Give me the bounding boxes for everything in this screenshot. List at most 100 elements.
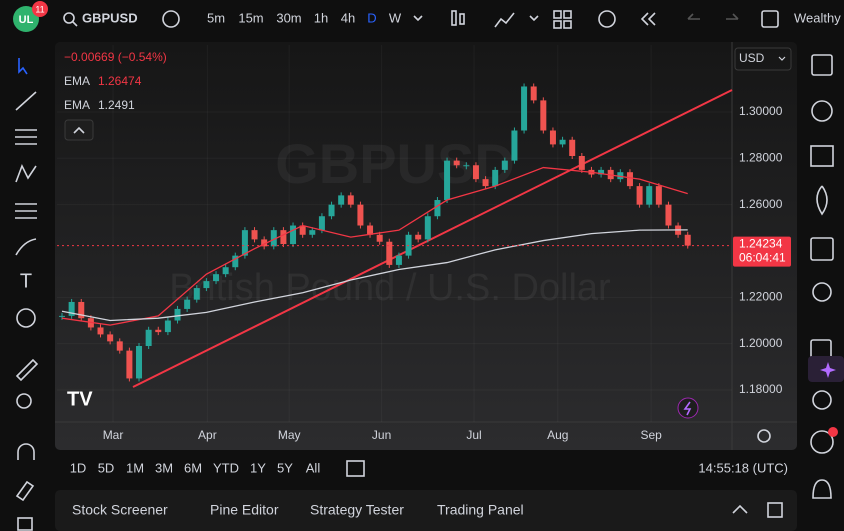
candle [126, 350, 133, 379]
x-tick-label: Apr [198, 428, 217, 442]
alert[interactable] [598, 10, 616, 28]
interval[interactable]: W [389, 10, 402, 25]
intervals: 5m 15m 30m 1h 4h D W [207, 10, 402, 25]
trend-line [132, 89, 733, 388]
interval[interactable]: 30m [276, 10, 301, 25]
zoom-tool[interactable] [16, 393, 32, 409]
text-tool[interactable]: T [20, 270, 32, 292]
panel-tab[interactable]: Strategy Tester [310, 502, 404, 518]
alerts[interactable] [811, 100, 833, 122]
magnet-tool[interactable] [17, 443, 35, 460]
ideas[interactable] [812, 282, 832, 302]
indicators-menu[interactable] [529, 15, 539, 22]
indicators[interactable] [494, 12, 515, 28]
interval[interactable]: 4h [341, 10, 355, 25]
panel-tab[interactable]: Stock Screener [72, 502, 168, 518]
layout-toggle[interactable] [761, 10, 779, 28]
chart-type [459, 13, 465, 25]
candle [395, 255, 402, 265]
search-icon[interactable] [63, 12, 75, 24]
panel-tab[interactable]: Pine Editor [210, 502, 279, 518]
candle [232, 255, 239, 268]
interval-menu[interactable] [413, 15, 423, 22]
date-range[interactable] [346, 460, 365, 477]
collapse-legend[interactable] [64, 119, 94, 141]
calendar[interactable] [810, 237, 834, 261]
candle [540, 100, 547, 131]
range-button[interactable]: 5Y [277, 460, 293, 475]
panel-tab[interactable]: Trading Panel [437, 502, 524, 518]
undo[interactable] [687, 13, 700, 20]
expand-panel[interactable] [732, 504, 748, 514]
candle [472, 165, 479, 180]
lock-all[interactable] [17, 517, 33, 531]
ema-line [61, 166, 688, 326]
assistant-icon [820, 362, 836, 378]
range-button[interactable]: 3M [155, 460, 173, 475]
candle [549, 130, 556, 145]
range-button[interactable]: 1M [126, 460, 144, 475]
clock[interactable]: 14:55:18 (UTC) [698, 460, 788, 475]
candle [347, 195, 354, 205]
layouts[interactable] [553, 10, 562, 19]
badge [32, 1, 48, 17]
bottom-panel [55, 490, 797, 531]
spark-button[interactable] [677, 397, 699, 419]
measure-tool[interactable] [15, 358, 39, 382]
range-button[interactable]: 6M [184, 460, 202, 475]
currency: USD [739, 51, 765, 65]
interval[interactable]: 15m [238, 10, 263, 25]
fib-tool[interactable] [15, 129, 37, 145]
line-tool[interactable] [15, 91, 37, 111]
range-button[interactable]: YTD [213, 460, 239, 475]
candle [280, 230, 287, 245]
interval[interactable]: D [367, 10, 376, 25]
emoji-tool[interactable] [16, 308, 36, 328]
candle [338, 195, 345, 205]
prediction-tool[interactable] [15, 203, 37, 219]
hotlists[interactable] [816, 185, 828, 216]
x-tick-label: May [278, 428, 301, 442]
y-tick-label: 1.28000 [739, 150, 783, 164]
settings[interactable] [757, 429, 771, 443]
candle [270, 230, 277, 247]
range-button[interactable]: 5D [98, 460, 115, 475]
panel-tabs: Stock Screener Pine Editor Strategy Tester… [72, 502, 524, 518]
logo[interactable] [13, 6, 39, 32]
interval[interactable]: 1h [314, 10, 328, 25]
candle [299, 225, 306, 235]
data-window[interactable] [810, 145, 834, 167]
candle [482, 179, 489, 187]
cursor-tool[interactable] [18, 58, 28, 75]
candle [164, 320, 171, 333]
candle [501, 160, 508, 170]
left-toolbar: T [15, 58, 39, 531]
watchlist[interactable] [811, 54, 833, 76]
interval[interactable]: 5m [207, 10, 225, 25]
symbol[interactable]: GBPUSD [82, 10, 138, 25]
lock-tool[interactable] [15, 480, 35, 502]
range-button[interactable]: 1Y [250, 460, 266, 475]
range-button[interactable]: 1D [70, 460, 87, 475]
candle [97, 327, 104, 335]
range-button[interactable]: All [306, 460, 321, 475]
layouts [553, 20, 562, 29]
candle [203, 281, 210, 289]
candle [559, 139, 566, 145]
redo[interactable] [726, 13, 739, 20]
broadcast[interactable] [810, 430, 834, 454]
add-compare[interactable] [162, 10, 180, 28]
replay[interactable] [640, 12, 656, 26]
streams[interactable] [812, 390, 832, 410]
account[interactable]: Wealthy [794, 10, 841, 25]
chart-type[interactable] [451, 10, 457, 26]
brush-tool[interactable] [15, 238, 37, 256]
x-tick-label: Jun [372, 428, 391, 442]
pattern-tool[interactable] [15, 164, 37, 183]
maximize-panel[interactable] [767, 502, 783, 518]
notifications[interactable] [812, 479, 832, 499]
candle [155, 329, 162, 333]
currency-button[interactable] [734, 47, 792, 71]
candle [511, 130, 518, 161]
